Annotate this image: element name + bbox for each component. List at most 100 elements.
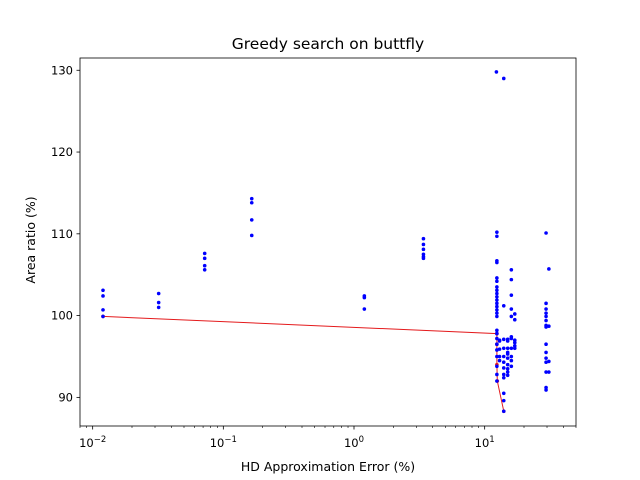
scatter-point — [544, 356, 548, 360]
scatter-point — [494, 70, 499, 74]
scatter-point — [547, 267, 551, 271]
y-tick-label: 130 — [51, 63, 73, 77]
scatter-point — [495, 291, 499, 296]
scatter-point — [497, 338, 502, 342]
scatter-point — [501, 391, 506, 396]
scatter-point — [501, 354, 506, 359]
scatter-point — [505, 362, 510, 367]
scatter-point — [544, 325, 548, 329]
scatter-point — [495, 314, 499, 319]
y-tick-label: 110 — [51, 227, 73, 241]
scatter-point — [544, 307, 548, 311]
scatter-point — [509, 354, 514, 359]
scatter-point — [509, 307, 514, 311]
scatter-point — [505, 373, 510, 378]
scatter-point — [501, 337, 506, 342]
scatter-point — [501, 360, 506, 365]
scatter-point — [495, 311, 499, 315]
scatter-point — [101, 294, 105, 298]
scatter-point — [202, 256, 207, 261]
scatter-point — [505, 337, 510, 342]
scatter-point — [495, 308, 499, 312]
scatter-point — [505, 356, 510, 360]
scatter-point — [505, 346, 510, 351]
scatter-point — [501, 76, 506, 81]
chart-title: Greedy search on buttfly — [232, 35, 424, 53]
scatter-point — [512, 346, 517, 351]
scatter-point — [509, 293, 514, 297]
scatter-point — [544, 311, 548, 315]
scatter-point — [101, 288, 105, 293]
scatter-point — [497, 358, 502, 363]
scatter-point — [362, 295, 367, 300]
y-tick-label: 120 — [51, 145, 73, 159]
scatter-point — [495, 276, 499, 280]
scatter-point — [505, 366, 510, 371]
scatter-point — [544, 342, 548, 347]
scatter-point — [495, 260, 499, 265]
scatter-point — [547, 324, 551, 329]
scatter-point — [509, 346, 514, 351]
scatter-point — [509, 314, 514, 319]
scatter-point — [495, 285, 499, 289]
scatter-point — [505, 350, 510, 355]
x-tick-label: 10−1 — [210, 435, 237, 450]
scatter-point — [495, 354, 499, 359]
plot-frame — [79, 57, 577, 427]
scatter-point — [501, 303, 506, 308]
scatter-point — [501, 409, 506, 414]
scatter-point — [101, 308, 105, 312]
plot-marks — [101, 70, 551, 414]
scatter-point — [249, 218, 254, 222]
scatter-point — [544, 388, 548, 392]
scatter-point — [156, 300, 161, 305]
x-tick-label: 100 — [344, 435, 364, 450]
scatter-point — [249, 200, 254, 205]
scatter-point — [495, 301, 499, 306]
scatter-point — [495, 294, 499, 299]
scatter-point — [495, 364, 499, 369]
scatter-point — [495, 288, 499, 293]
scatter-point — [509, 268, 514, 272]
scatter-point — [547, 359, 551, 364]
scatter-point — [544, 314, 548, 319]
scatter-point — [501, 398, 506, 403]
scatter-point — [497, 347, 502, 351]
scatter-point — [512, 317, 517, 322]
scatter-point — [501, 346, 506, 351]
scatter-point — [495, 304, 499, 309]
scatter-point — [544, 318, 548, 323]
scatter-point — [495, 342, 499, 347]
scatter-point — [501, 366, 506, 370]
scatter-point — [421, 242, 426, 247]
scatter-point — [495, 372, 499, 377]
scatter-point — [495, 298, 499, 302]
scatter-point — [421, 247, 426, 252]
scatter-point — [202, 251, 207, 256]
scatter-point — [421, 236, 426, 241]
x-tick-label: 101 — [475, 435, 495, 450]
scatter-point — [509, 364, 514, 369]
scatter-point — [202, 263, 207, 268]
series-line — [102, 315, 505, 412]
scatter-point — [544, 301, 548, 306]
scatter-point — [421, 256, 426, 261]
scatter-point — [505, 370, 510, 374]
scatter-point — [249, 233, 254, 238]
scatter-point — [544, 360, 548, 365]
scatter-point — [495, 331, 499, 336]
x-tick-label: 10−2 — [79, 435, 106, 450]
scatter-point — [544, 350, 548, 355]
scatter-point — [495, 279, 499, 284]
scatter-point — [495, 336, 499, 341]
scatter-point — [512, 340, 517, 345]
scatter-point — [495, 379, 499, 383]
scatter-point — [547, 370, 551, 374]
scatter-point — [249, 196, 254, 201]
y-tick-label: 90 — [58, 390, 73, 404]
scatter-point — [509, 358, 514, 363]
scatter-point — [509, 277, 514, 282]
scatter-point — [512, 312, 517, 316]
scatter-point — [497, 354, 502, 359]
